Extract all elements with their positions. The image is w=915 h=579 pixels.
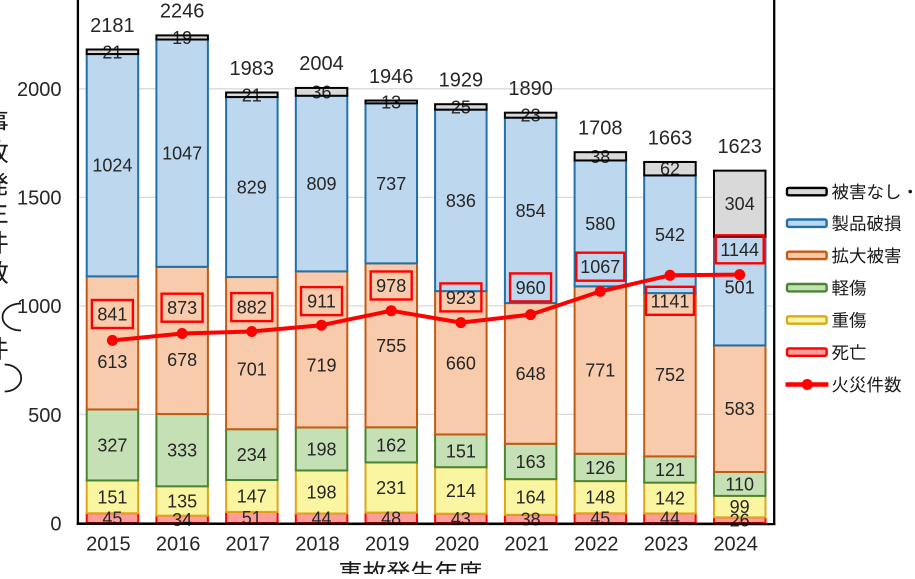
- svg-text:151: 151: [446, 441, 476, 461]
- svg-text:151: 151: [97, 487, 127, 507]
- svg-text:719: 719: [306, 356, 336, 376]
- svg-text:1708: 1708: [578, 118, 623, 140]
- svg-text:162: 162: [376, 435, 406, 455]
- svg-text:737: 737: [376, 174, 406, 194]
- svg-text:304: 304: [725, 194, 755, 214]
- svg-text:1983: 1983: [230, 58, 275, 80]
- svg-text:21: 21: [102, 42, 122, 62]
- svg-text:1067: 1067: [580, 257, 620, 277]
- svg-text:1890: 1890: [508, 78, 553, 100]
- svg-text:45: 45: [590, 509, 610, 529]
- svg-text:678: 678: [167, 350, 197, 370]
- svg-text:809: 809: [306, 174, 336, 194]
- svg-text:613: 613: [97, 352, 127, 372]
- svg-text:198: 198: [306, 483, 336, 503]
- svg-text:1623: 1623: [717, 136, 762, 158]
- svg-text:701: 701: [237, 360, 267, 380]
- svg-text:829: 829: [237, 178, 267, 198]
- svg-text:142: 142: [655, 489, 685, 509]
- svg-text:2246: 2246: [160, 1, 205, 23]
- svg-text:48: 48: [381, 508, 401, 528]
- svg-text:2004: 2004: [299, 53, 344, 75]
- svg-text:1024: 1024: [92, 156, 132, 176]
- svg-text:1946: 1946: [369, 66, 414, 88]
- svg-text:45: 45: [102, 509, 122, 529]
- svg-text:542: 542: [655, 225, 685, 245]
- svg-text:44: 44: [660, 509, 680, 529]
- svg-text:25: 25: [451, 97, 471, 117]
- svg-text:648: 648: [516, 364, 546, 384]
- svg-text:500: 500: [28, 405, 61, 427]
- svg-text:38: 38: [590, 147, 610, 167]
- svg-text:960: 960: [516, 278, 546, 298]
- svg-text:135: 135: [167, 492, 197, 512]
- svg-text:21: 21: [242, 85, 262, 105]
- svg-text:19: 19: [172, 28, 192, 48]
- svg-text:501: 501: [725, 278, 755, 298]
- svg-text:110: 110: [725, 474, 754, 494]
- svg-text:752: 752: [655, 365, 685, 385]
- svg-text:978: 978: [376, 276, 406, 296]
- svg-text:148: 148: [585, 488, 615, 508]
- svg-text:0: 0: [50, 513, 61, 535]
- svg-text:2000: 2000: [17, 79, 62, 101]
- svg-text:2024: 2024: [713, 533, 758, 555]
- svg-text:147: 147: [237, 487, 267, 507]
- svg-text:23: 23: [521, 106, 541, 126]
- svg-text:2017: 2017: [226, 533, 271, 555]
- svg-text:1141: 1141: [651, 291, 690, 311]
- svg-text:841: 841: [97, 305, 127, 325]
- svg-text:121: 121: [655, 460, 685, 480]
- svg-text:38: 38: [521, 509, 541, 529]
- svg-text:327: 327: [97, 436, 127, 456]
- svg-text:854: 854: [516, 201, 546, 221]
- svg-text:1663: 1663: [648, 127, 693, 149]
- svg-text:911: 911: [307, 292, 336, 312]
- svg-text:2181: 2181: [90, 15, 135, 37]
- svg-text:2020: 2020: [435, 533, 480, 555]
- svg-text:198: 198: [306, 440, 336, 460]
- svg-text:923: 923: [446, 288, 476, 308]
- svg-text:333: 333: [167, 441, 197, 461]
- svg-text:1144: 1144: [720, 240, 759, 260]
- svg-text:44: 44: [311, 509, 331, 529]
- svg-text:43: 43: [451, 509, 471, 529]
- svg-text:99: 99: [730, 497, 750, 517]
- svg-text:164: 164: [516, 487, 546, 507]
- svg-text:882: 882: [237, 298, 267, 318]
- svg-text:771: 771: [585, 361, 615, 381]
- svg-text:2015: 2015: [86, 533, 131, 555]
- svg-text:1000: 1000: [17, 296, 62, 318]
- svg-text:2018: 2018: [295, 533, 340, 555]
- svg-text:1047: 1047: [162, 144, 202, 164]
- svg-text:214: 214: [446, 481, 476, 501]
- svg-text:34: 34: [172, 510, 192, 530]
- svg-text:660: 660: [446, 353, 476, 373]
- svg-text:1929: 1929: [439, 70, 484, 92]
- svg-text:836: 836: [446, 191, 476, 211]
- svg-text:2019: 2019: [365, 533, 410, 555]
- svg-text:583: 583: [725, 399, 755, 419]
- svg-text:231: 231: [376, 478, 406, 498]
- svg-text:2022: 2022: [574, 533, 619, 555]
- svg-text:580: 580: [585, 214, 615, 234]
- svg-text:2016: 2016: [156, 533, 201, 555]
- svg-text:755: 755: [376, 336, 406, 356]
- svg-text:234: 234: [237, 445, 267, 465]
- svg-text:2023: 2023: [644, 533, 689, 555]
- svg-text:126: 126: [585, 458, 615, 478]
- svg-text:1500: 1500: [17, 188, 62, 210]
- svg-text:873: 873: [167, 298, 197, 318]
- svg-text:163: 163: [516, 452, 546, 472]
- svg-text:2021: 2021: [504, 533, 549, 555]
- svg-text:36: 36: [311, 82, 331, 102]
